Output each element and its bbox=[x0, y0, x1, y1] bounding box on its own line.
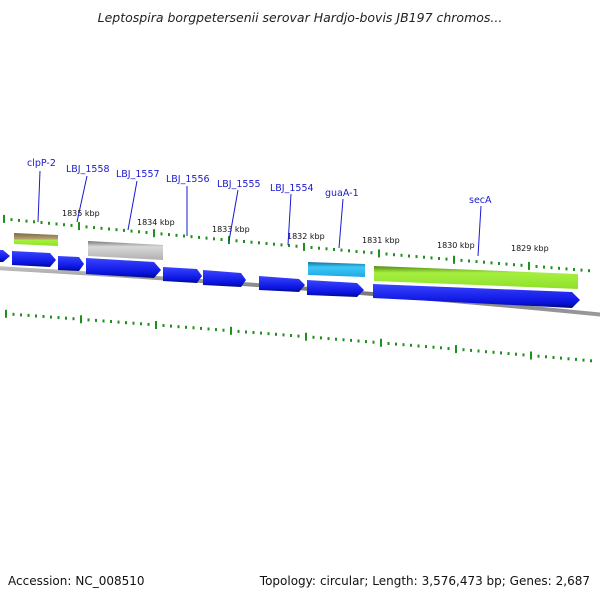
leader-LBJ_1554 bbox=[287, 193, 292, 246]
cds-arrow-3[interactable] bbox=[58, 256, 84, 271]
topology-value: circular; bbox=[319, 574, 369, 588]
genome-stats: Topology: circular; Length: 3,576,473 bp; … bbox=[260, 574, 590, 588]
kbp-label-1829: 1829 kbp bbox=[511, 244, 549, 253]
gene-label-LBJ_1555[interactable]: LBJ_1555 bbox=[217, 179, 261, 190]
feature-secA[interactable] bbox=[374, 266, 578, 289]
cds-arrow-6[interactable] bbox=[203, 270, 246, 287]
feature-clpP-2[interactable] bbox=[14, 233, 58, 246]
gene-label-LBJ_1557[interactable]: LBJ_1557 bbox=[116, 169, 160, 180]
leader-LBJ_1555 bbox=[228, 189, 239, 242]
gene-label-leaders bbox=[37, 170, 482, 257]
length-value: 3,576,473 bp; bbox=[421, 574, 506, 588]
gene-label-clpP-2[interactable]: clpP-2 bbox=[27, 158, 56, 169]
leader-guaA-1 bbox=[338, 198, 344, 249]
accession-value: NC_008510 bbox=[75, 574, 145, 588]
feature-grey[interactable] bbox=[88, 241, 163, 260]
cds-arrow-8[interactable] bbox=[307, 280, 364, 297]
accession-info: Accession: NC_008510 bbox=[8, 574, 145, 588]
cds-arrow-1[interactable] bbox=[0, 250, 10, 262]
kbp-label-1834: 1834 kbp bbox=[137, 218, 175, 227]
kbp-label-1831: 1831 kbp bbox=[362, 236, 400, 245]
leader-clpP-2 bbox=[37, 170, 41, 223]
genes-label: Genes: bbox=[509, 574, 552, 588]
length-label: Length: bbox=[372, 574, 418, 588]
accession-label: Accession: bbox=[8, 574, 72, 588]
kbp-label-1832: 1832 kbp bbox=[287, 232, 325, 241]
leader-secA bbox=[477, 205, 482, 257]
cds-arrow-7[interactable] bbox=[259, 276, 305, 292]
gene-label-LBJ_1558[interactable]: LBJ_1558 bbox=[66, 164, 110, 175]
page-title: Leptospira borgpetersenii serovar Hardjo… bbox=[97, 10, 503, 25]
cds-arrow-9[interactable] bbox=[373, 284, 580, 308]
outer-tick-marks bbox=[3, 214, 590, 273]
genes-value: 2,687 bbox=[555, 574, 590, 588]
kbp-label-1830: 1830 kbp bbox=[437, 241, 475, 250]
cds-arrow-5[interactable] bbox=[163, 267, 202, 283]
leader-LBJ_1558 bbox=[76, 175, 88, 223]
feature-row-upper bbox=[14, 233, 578, 289]
cds-row bbox=[0, 250, 580, 308]
kbp-label-1835: 1835 kbp bbox=[62, 209, 100, 218]
inner-tick-marks bbox=[5, 309, 592, 363]
cds-arrow-4[interactable] bbox=[86, 258, 161, 278]
gene-label-guaA-1[interactable]: guaA-1 bbox=[325, 188, 359, 199]
topology-label: Topology: bbox=[259, 574, 316, 588]
gene-label-LBJ_1554[interactable]: LBJ_1554 bbox=[270, 183, 314, 194]
leader-LBJ_1557 bbox=[127, 180, 138, 231]
feature-guaA-1[interactable] bbox=[308, 262, 365, 277]
gene-label-secA[interactable]: secA bbox=[469, 195, 492, 206]
cds-arrow-2[interactable] bbox=[12, 251, 56, 267]
gene-labels: clpP-2 LBJ_1558 LBJ_1557 LBJ_1556 LBJ_15… bbox=[27, 158, 492, 206]
gene-label-LBJ_1556[interactable]: LBJ_1556 bbox=[166, 174, 210, 185]
